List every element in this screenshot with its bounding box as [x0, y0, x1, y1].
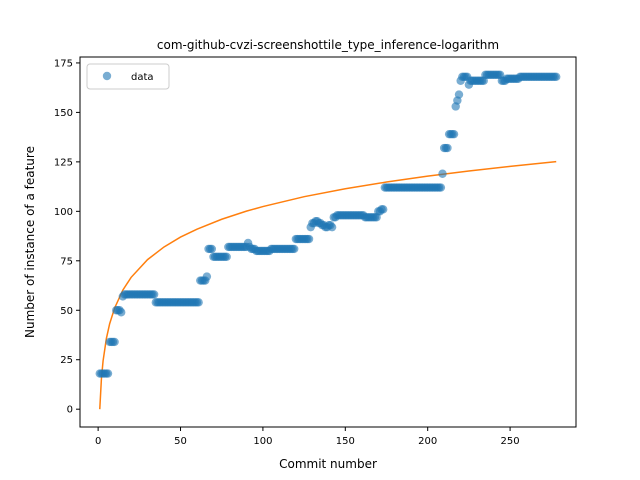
x-tick-label: 250	[501, 436, 520, 447]
data-point	[290, 244, 299, 254]
legend-marker-data	[102, 71, 112, 81]
x-tick-label: 0	[95, 436, 101, 447]
data-point	[149, 290, 159, 299]
x-axis-label: Commit number	[279, 457, 377, 471]
data-point	[438, 169, 447, 178]
y-tick-label: 100	[54, 207, 73, 218]
data-point	[449, 129, 459, 139]
data-point	[379, 205, 388, 214]
y-tick-label: 25	[60, 355, 73, 366]
x-tick-label: 200	[418, 436, 437, 447]
data-point	[443, 143, 452, 153]
legend-label-data: data	[131, 72, 154, 83]
data-point	[454, 90, 464, 99]
x-tick-label: 100	[253, 436, 272, 447]
x-tick-label: 150	[336, 436, 355, 447]
y-tick-label: 150	[54, 108, 73, 119]
y-tick-label: 0	[67, 405, 73, 416]
data-point	[117, 308, 126, 317]
y-tick-label: 50	[60, 306, 73, 317]
fit-curve-layer	[99, 160, 557, 410]
fit-curve-line	[99, 160, 557, 410]
data-point	[552, 72, 561, 81]
x-tick-label: 50	[174, 436, 187, 447]
y-tick-label: 175	[54, 58, 73, 69]
legend-frame	[86, 63, 170, 90]
x-axis: 0 50 100 150 200 250	[95, 427, 520, 447]
data-point	[202, 272, 212, 281]
legend: data	[86, 63, 170, 90]
plot-frame	[79, 56, 577, 428]
data-point	[304, 234, 314, 244]
plot-area	[80, 57, 576, 427]
chart-title: com-github-cvzi-screenshottile_type_infe…	[157, 38, 499, 52]
y-axis-label: Number of instance of a feature	[23, 146, 37, 338]
plot-background	[80, 57, 576, 427]
data-point	[103, 369, 113, 378]
y-tick-label: 75	[60, 256, 73, 267]
data-point	[327, 222, 337, 232]
data-point	[222, 252, 231, 262]
data-point	[436, 183, 446, 192]
data-point	[207, 244, 217, 254]
data-point	[194, 298, 203, 307]
y-tick-label: 125	[54, 157, 73, 168]
data-points-layer	[95, 70, 561, 378]
y-axis: 0 25 50 75 100 125 150 175	[54, 58, 80, 416]
data-point	[110, 337, 119, 347]
